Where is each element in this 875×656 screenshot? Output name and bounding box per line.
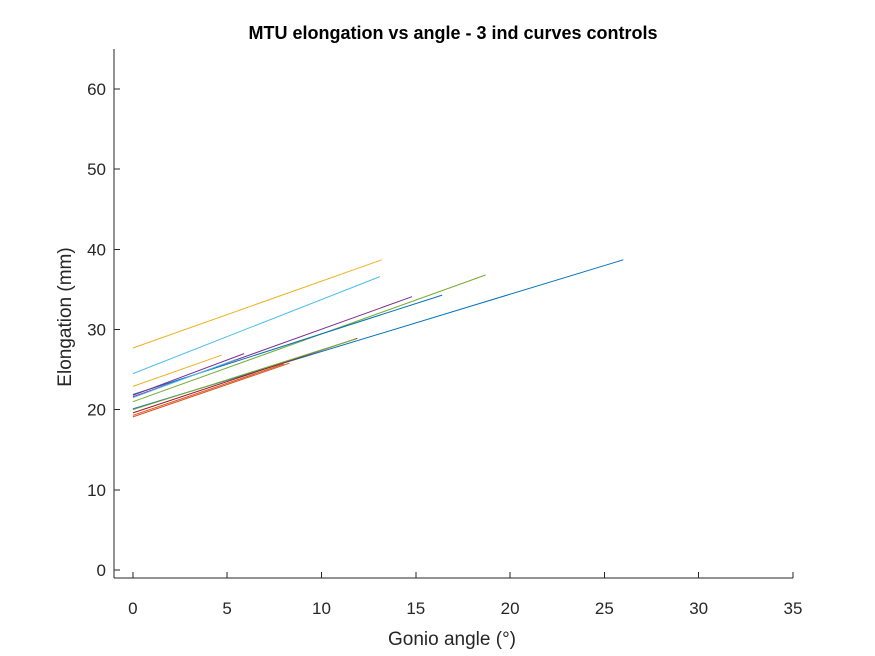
y-axis-label: Elongation (mm) — [55, 247, 76, 386]
series-line — [132, 276, 381, 375]
x-tick-label: 15 — [406, 599, 425, 618]
x-ticks: 0 5 10 15 20 25 30 35 — [128, 572, 802, 618]
series-line — [132, 338, 356, 411]
series-line — [132, 358, 237, 399]
y-ticks: 0 10 20 30 40 50 60 — [87, 80, 120, 580]
series-line — [132, 363, 284, 416]
x-axis-label: Gonio angle (°) — [388, 629, 516, 650]
series-line — [132, 362, 290, 418]
x-tick-label: 25 — [595, 599, 614, 618]
y-tick-label: 50 — [87, 160, 106, 179]
series-line — [132, 259, 382, 349]
y-tick-label: 40 — [87, 240, 106, 259]
x-tick-label: 10 — [312, 599, 331, 618]
x-tick-label: 20 — [501, 599, 520, 618]
y-tick-label: 60 — [87, 80, 106, 99]
series-line — [132, 354, 222, 387]
y-tick-label: 0 — [97, 561, 106, 580]
series-line — [132, 294, 443, 395]
x-tick-label: 0 — [128, 599, 137, 618]
x-tick-label: 30 — [689, 599, 708, 618]
x-tick-label: 35 — [784, 599, 803, 618]
x-tick-label: 5 — [222, 599, 231, 618]
series-lines — [132, 259, 624, 418]
y-tick-label: 30 — [87, 321, 106, 340]
chart-title: MTU elongation vs angle - 3 ind curves c… — [248, 23, 657, 43]
y-tick-label: 20 — [87, 401, 106, 420]
y-tick-label: 10 — [87, 481, 106, 500]
series-line — [132, 353, 245, 396]
